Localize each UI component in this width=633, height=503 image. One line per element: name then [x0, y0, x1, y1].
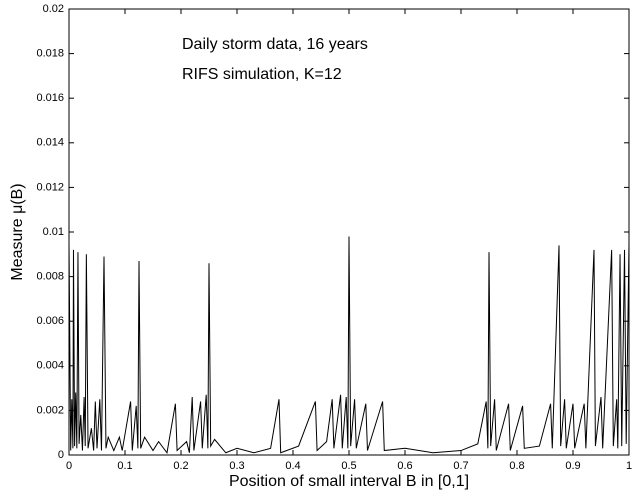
y-axis-label: Measure μ(B) — [9, 183, 26, 280]
x-tick-label: 0.5 — [341, 460, 356, 472]
y-tick-label: 0.018 — [36, 48, 64, 60]
x-axis-label: Position of small interval B in [0,1] — [229, 473, 469, 490]
y-tick-label: 0.01 — [43, 226, 64, 238]
y-tick-label: 0.014 — [36, 137, 64, 149]
x-tick-label: 0.2 — [173, 460, 188, 472]
x-tick-label: 0.3 — [229, 460, 244, 472]
y-tick-label: 0.008 — [36, 271, 64, 283]
y-tick-label: 0.004 — [36, 360, 64, 372]
y-tick-label: 0.016 — [36, 92, 64, 104]
y-tick-label: 0.012 — [36, 181, 64, 193]
x-tick-label: 0 — [66, 460, 72, 472]
data-line — [68, 236, 630, 454]
y-tick-label: 0 — [58, 449, 64, 461]
y-tick-label: 0.006 — [36, 315, 64, 327]
y-tick-label: 0.002 — [36, 404, 64, 416]
x-tick-label: 0.1 — [117, 460, 132, 472]
plot-frame — [68, 8, 630, 456]
x-tick-label: 1 — [626, 460, 632, 472]
annotation: RIFS simulation, K=12 — [182, 66, 342, 83]
x-tick-label: 0.7 — [453, 460, 468, 472]
x-tick-label: 0.6 — [397, 460, 412, 472]
x-tick-label: 0.9 — [565, 460, 580, 472]
x-tick-label: 0.4 — [285, 460, 300, 472]
x-tick-label: 0.8 — [509, 460, 524, 472]
annotation: Daily storm data, 16 years — [182, 36, 368, 53]
y-tick-label: 0.02 — [43, 3, 64, 15]
